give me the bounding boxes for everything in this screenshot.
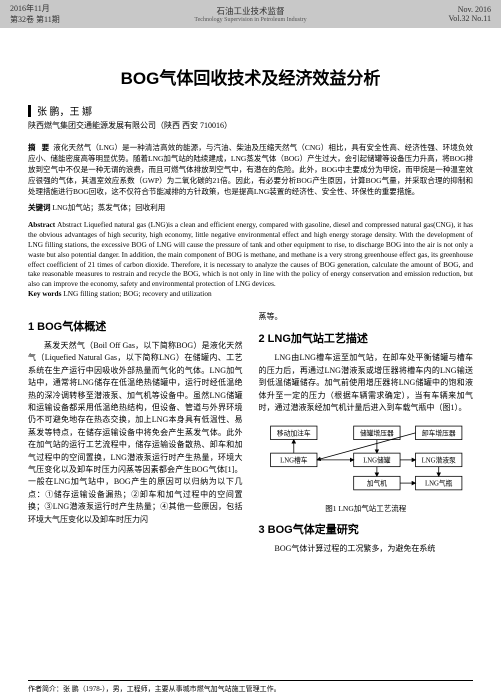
svg-text:LNG气瓶: LNG气瓶 (425, 479, 453, 488)
content-area: BOG气体回收技术及经济效益分析 张 鹏，王 娜 陕西燃气集团交通能源发展有限公… (0, 28, 501, 564)
article-title: BOG气体回收技术及经济效益分析 (28, 64, 473, 89)
journal-name-cn: 石油工业技术监督 (194, 5, 306, 17)
section-1-p1: 蒸发天然气（Boil Off Gas，以下简称BOG）是液化天然气（Liquef… (28, 340, 243, 526)
kw-en-label: Key words (28, 289, 61, 298)
abstract-en: Abstract Abstract Liquefied natural gas … (28, 220, 473, 299)
affiliation: 陕西燃气集团交通能源发展有限公司（陕西 西安 710016） (28, 120, 473, 131)
kw-cn-text: LNG加气站；蒸发气体；回收利用 (52, 203, 165, 212)
abstract-en-label: Abstract (28, 220, 57, 229)
section-1-tail: 蒸等。 (259, 311, 474, 323)
section-1-heading: 1 BOG气体概述 (28, 319, 243, 336)
figure-1-caption: 图1 LNG加气站工艺流程 (259, 503, 474, 515)
journal-name-en: Technology Supervision in Petroleum Indu… (194, 17, 306, 23)
svg-text:移动加注车: 移动加注车 (276, 429, 310, 438)
abstract-cn-label: 摘 要 (28, 143, 51, 152)
flowchart-svg: 移动加注车 储罐增压器 卸车增压器 LNG槽车 LNG储罐 LNG潜液泵加气机 LNG气瓶 (259, 418, 474, 496)
author-bar-icon (28, 105, 31, 117)
header-center: 石油工业技术监督 Technology Supervision in Petro… (194, 5, 306, 23)
section-2-p1: LNG由LNG槽车运至加气站，在卸车处平衡储罐与槽车的压力后，再通过LNG潜液泵… (259, 352, 474, 414)
header-volume-en: Vol.32 No.11 (449, 14, 491, 23)
header-volume: 第32卷 第11期 (10, 14, 60, 25)
left-column: 1 BOG气体概述 蒸发天然气（Boil Off Gas，以下简称BOG）是液化… (28, 311, 243, 556)
svg-text:LNG槽车: LNG槽车 (280, 456, 308, 465)
abstract-en-text: Abstract Liquefied natural gas (LNG)is a… (28, 220, 473, 288)
author-bio-footer: 作者简介：张 鹏（1978-），男，工程师，主要从事城市燃气加气站施工管理工作。 (28, 680, 473, 694)
header-left: 2016年11月 第32卷 第11期 (10, 3, 60, 25)
kw-cn-label: 关键词 (28, 203, 51, 212)
section-3-p1: BOG气体计算过程的工况繁多，为避免在系统 (259, 543, 474, 555)
figure-1: 移动加注车储罐增压器卸车增压器LNG槽车LNG储罐LNG潜液泵加气机LNG气瓶 … (259, 418, 474, 514)
header-date-en: Nov. 2016 (449, 5, 491, 14)
abstract-cn: 摘 要 液化天然气（LNG）是一种清洁高效的能源，与汽油、柴油及压缩天然气（CN… (28, 143, 473, 197)
header-date: 2016年11月 (10, 3, 60, 14)
svg-text:LNG潜液泵: LNG潜液泵 (421, 456, 455, 465)
page: 2016年11月 第32卷 第11期 石油工业技术监督 Technology S… (0, 0, 501, 700)
svg-text:卸车增压器: 卸车增压器 (421, 429, 455, 438)
keywords-cn: 关键词 LNG加气站；蒸发气体；回收利用 (28, 203, 473, 214)
right-column: 蒸等。 2 LNG加气站工艺描述 LNG由LNG槽车运至加气站，在卸车处平衡储罐… (259, 311, 474, 556)
kw-en-text: LNG filling station; BOG; recovery and u… (63, 289, 211, 298)
section-3-heading: 3 BOG气体定量研究 (259, 522, 474, 539)
authors-line: 张 鹏，王 娜 (28, 103, 473, 118)
svg-text:加气机: 加气机 (366, 479, 387, 488)
two-column-body: 1 BOG气体概述 蒸发天然气（Boil Off Gas，以下简称BOG）是液化… (28, 311, 473, 556)
abstract-cn-text: 液化天然气（LNG）是一种清洁高效的能源，与汽油、柴油及压缩天然气（CNG）相比… (28, 143, 473, 196)
svg-text:储罐增压器: 储罐增压器 (359, 429, 393, 438)
svg-text:LNG储罐: LNG储罐 (363, 456, 391, 465)
section-2-heading: 2 LNG加气站工艺描述 (259, 331, 474, 348)
authors: 张 鹏，王 娜 (37, 103, 92, 118)
running-header: 2016年11月 第32卷 第11期 石油工业技术监督 Technology S… (0, 0, 501, 28)
header-right: Nov. 2016 Vol.32 No.11 (449, 5, 491, 23)
